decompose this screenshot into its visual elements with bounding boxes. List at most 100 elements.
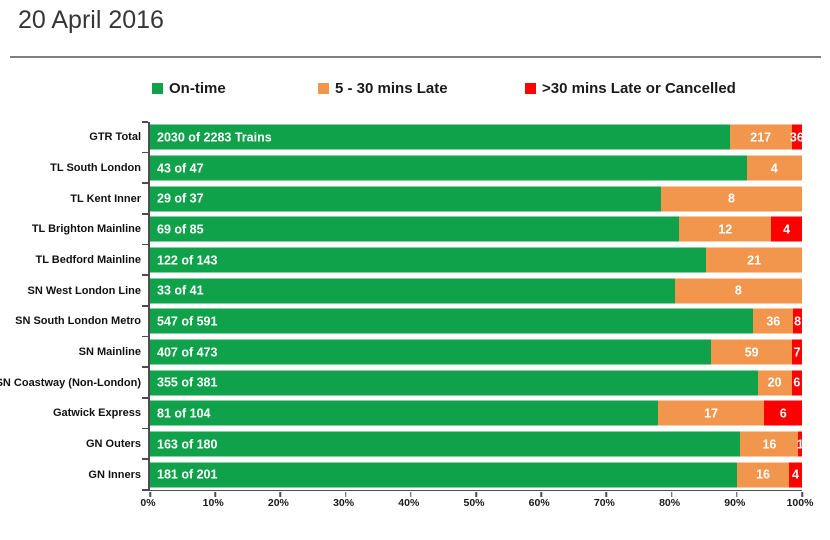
category-label: TL South London <box>50 162 141 174</box>
x-axis-label: 0% <box>140 497 156 509</box>
x-axis-label: 90% <box>724 497 746 509</box>
bar-segment-label: 21 <box>747 253 762 268</box>
legend-item-late: 5 - 30 mins Late <box>318 79 448 97</box>
x-axis-label: 50% <box>463 497 485 509</box>
bar-segment-label: 20 <box>767 375 782 390</box>
title-divider <box>10 56 821 58</box>
bar-segment-label: 16 <box>762 437 777 452</box>
stacked-bar: 69 of 85 12 4 <box>150 216 802 242</box>
late-swatch-icon <box>318 82 329 94</box>
x-axis-label: 30% <box>333 497 355 509</box>
bar-segment-label: 4 <box>783 222 791 237</box>
bar-segment-late: 16 <box>740 431 799 457</box>
bar-segment-label: 122 of 143 <box>157 253 218 268</box>
x-axis-tick <box>279 492 282 497</box>
category-label: GTR Total <box>89 131 141 144</box>
category-labels: GTR Total TL South London TL Kent Inner TL … <box>0 122 141 490</box>
x-axis-labels: 0% 10% 20% 30% 40% 50% 60% 70% 80% 90% 100% <box>140 497 813 513</box>
stacked-bar: 163 of 180 16 1 <box>150 431 804 457</box>
bar-segment-ontime: 163 of 180 <box>150 431 741 457</box>
x-axis-tick <box>149 492 151 497</box>
bar-segment-ontime: 69 of 85 <box>150 216 680 242</box>
stacked-bar: 43 of 47 4 <box>150 155 802 181</box>
stacked-bar: 81 of 104 17 6 <box>150 400 802 426</box>
page-title: 20 April 2016 <box>18 6 164 34</box>
bar-segment-label: 8 <box>734 283 742 298</box>
x-axis-tick <box>540 492 542 497</box>
legend-item-cancelled: >30 mins Late or Cancelled <box>525 79 736 97</box>
y-axis-tick <box>142 489 148 491</box>
x-axis-tick <box>214 492 216 497</box>
x-axis-tick <box>410 492 412 497</box>
bar-segment-label: 181 of 201 <box>157 467 218 482</box>
bars-area: 2030 of 2283 Trains 217 36 43 of 47 4 29 of 3… <box>150 122 804 490</box>
y-axis-tick <box>142 335 148 338</box>
bar-segment-label: 1 <box>796 437 804 452</box>
stacked-bar: 181 of 201 16 4 <box>150 462 802 488</box>
bar-segment-label: 29 of 37 <box>157 191 204 206</box>
bar-segment-label: 355 of 381 <box>157 375 218 390</box>
y-axis-tick <box>142 213 148 215</box>
bar-segment-label: 7 <box>793 345 801 360</box>
stacked-bar: 2030 of 2283 Trains 217 36 <box>150 124 804 150</box>
bar-segment-cancelled: 1 <box>796 431 804 457</box>
bar-segment-late: 8 <box>674 278 802 304</box>
stacked-bar: 407 of 473 59 7 <box>150 339 802 365</box>
bar-row: 43 of 47 4 <box>150 153 802 184</box>
y-axis-tick <box>142 397 148 399</box>
bar-segment-label: 8 <box>794 314 802 329</box>
x-axis-label: 20% <box>267 497 289 509</box>
bar-segment-cancelled: 36 <box>790 124 804 150</box>
y-axis-tick <box>142 121 148 123</box>
cancelled-swatch-icon <box>525 82 536 94</box>
bar-row: 163 of 180 16 1 <box>150 429 804 460</box>
bar-segment-label: 6 <box>779 406 787 421</box>
x-axis-label: 70% <box>593 497 615 509</box>
x-axis-tick <box>344 492 347 497</box>
bar-row: 407 of 473 59 7 <box>150 337 802 368</box>
bar-segment-label: 4 <box>770 161 778 175</box>
bar-segment-late: 59 <box>711 339 793 365</box>
bar-segment-label: 163 of 180 <box>157 437 218 452</box>
y-axis-tick <box>142 458 148 460</box>
category-label: GN Outers <box>85 438 141 451</box>
category-label: SN West London Line <box>27 284 141 297</box>
bar-row: 81 of 104 17 6 <box>150 398 802 429</box>
bar-segment-cancelled: 4 <box>789 462 802 488</box>
ontime-swatch-icon <box>152 82 163 94</box>
x-axis-label: 10% <box>202 497 224 509</box>
stacked-bar: 355 of 381 20 6 <box>150 370 802 396</box>
stacked-bar: 547 of 591 36 8 <box>150 308 802 334</box>
bar-segment-ontime: 2030 of 2283 Trains <box>150 124 730 150</box>
category-label: TL Bedford Mainline <box>35 254 141 267</box>
bar-segment-late: 21 <box>706 247 802 273</box>
category-label: SN Coastway (Non-London) <box>0 376 141 389</box>
bar-segment-late: 16 <box>737 462 789 488</box>
x-axis-label: 80% <box>659 497 681 509</box>
bar-row: 181 of 201 16 4 <box>150 459 802 490</box>
bar-segment-label: 43 of 47 <box>157 161 204 175</box>
bar-row: 547 of 591 36 8 <box>150 306 802 337</box>
bar-row: 29 of 37 8 <box>150 183 802 214</box>
category-label: SN South London Metro <box>15 315 141 328</box>
bar-segment-ontime: 407 of 473 <box>150 339 712 365</box>
bar-segment-ontime: 29 of 37 <box>150 186 662 212</box>
bar-segment-ontime: 33 of 41 <box>150 278 675 304</box>
bar-row: 122 of 143 21 <box>150 245 802 276</box>
y-axis-tick <box>142 427 148 430</box>
bar-row: 355 of 381 20 6 <box>150 367 802 398</box>
legend-label: >30 mins Late or Cancelled <box>542 79 736 97</box>
bar-segment-ontime: 43 of 47 <box>150 155 747 181</box>
category-label: GN Inners <box>88 468 141 481</box>
stacked-bar: 33 of 41 8 <box>150 278 802 304</box>
bar-segment-label: 547 of 591 <box>157 314 218 329</box>
bar-segment-label: 69 of 85 <box>157 222 204 237</box>
y-axis-tick <box>142 366 148 368</box>
bar-segment-label: 4 <box>792 467 799 482</box>
y-axis-tick <box>142 305 148 307</box>
y-axis-tick <box>142 182 148 184</box>
y-axis-tick <box>142 274 148 276</box>
bar-segment-label: 59 <box>744 345 759 360</box>
category-label: TL Brighton Mainline <box>31 223 141 236</box>
